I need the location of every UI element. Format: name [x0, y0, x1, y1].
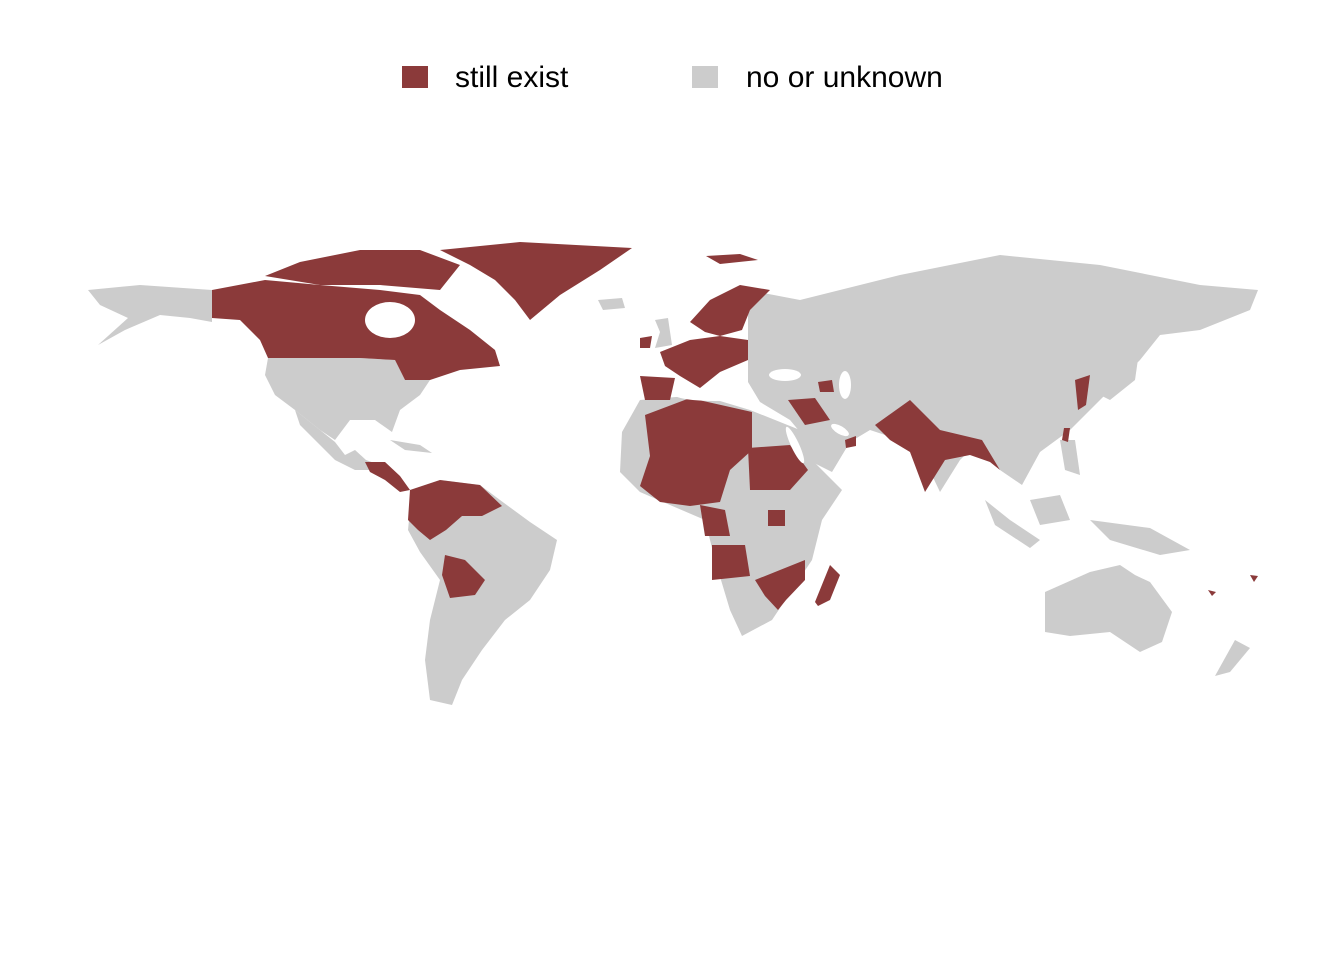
mozambique-zimbabwe: [755, 560, 805, 610]
congo-gabon: [700, 505, 730, 536]
arctic-islands: [265, 250, 460, 290]
alaska: [88, 285, 212, 345]
mexico: [295, 410, 380, 470]
northern-south-america: [408, 480, 502, 540]
cuba: [390, 440, 432, 453]
scandinavia: [690, 285, 770, 336]
caucasus: [818, 380, 834, 392]
legend-label-still-exist: still exist: [455, 61, 569, 94]
persian-gulf: [831, 423, 849, 437]
western-europe: [660, 336, 748, 388]
legend-key-no-or-unknown: [692, 66, 718, 88]
taiwan: [1062, 428, 1070, 442]
canada: [212, 280, 500, 380]
angola: [712, 545, 750, 580]
red-regions: [212, 242, 1258, 610]
hudson-bay: [365, 302, 415, 338]
uk: [655, 318, 672, 348]
legend-label-no-or-unknown: no or unknown: [746, 61, 943, 94]
south-america: [408, 480, 557, 705]
iceland: [598, 298, 625, 310]
gray-regions: [88, 255, 1258, 705]
uganda: [768, 510, 785, 526]
usa: [265, 358, 430, 440]
madagascar: [815, 565, 840, 606]
uae: [845, 436, 856, 448]
southeast-asia-islands: [985, 440, 1190, 555]
legend-key-still-exist: [402, 66, 428, 88]
south-asia: [875, 400, 1000, 492]
caspian-sea: [839, 371, 851, 399]
middle-east: [788, 398, 830, 425]
red-sea: [785, 426, 805, 464]
australia: [1045, 565, 1172, 652]
greenland: [440, 242, 632, 320]
ireland: [640, 336, 652, 348]
central-america: [365, 462, 410, 492]
bolivia: [442, 555, 485, 598]
mediterranean: [675, 389, 755, 401]
japan: [1100, 340, 1140, 400]
new-zealand: [1215, 640, 1250, 676]
sudan: [748, 445, 808, 490]
iberia: [640, 376, 675, 400]
svalbard: [706, 254, 758, 264]
water-bodies: [365, 302, 851, 464]
pacific-islands: [1208, 575, 1258, 596]
north-west-africa: [640, 398, 752, 506]
black-sea: [769, 369, 801, 381]
asia: [748, 255, 1258, 492]
legend: still exist no or unknown: [0, 60, 1344, 100]
korea: [1075, 375, 1090, 410]
